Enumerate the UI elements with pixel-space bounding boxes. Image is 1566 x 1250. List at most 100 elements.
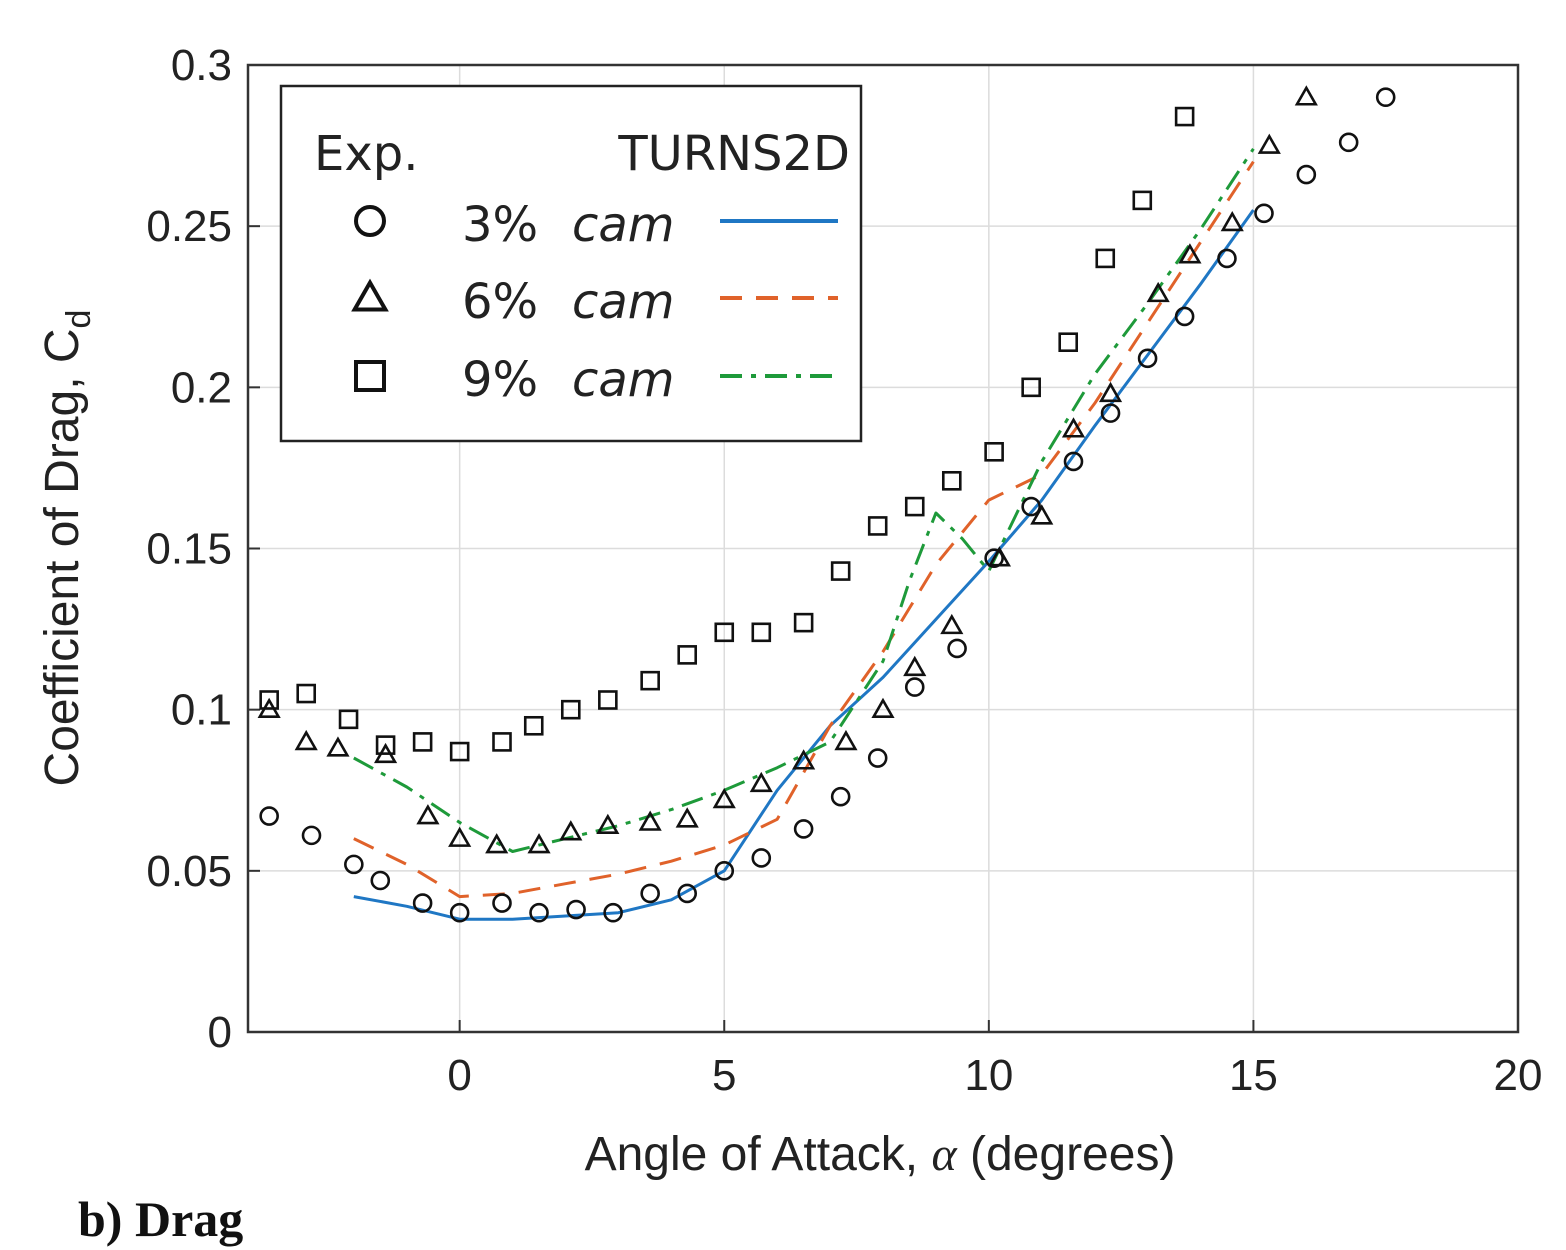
y-axis-label-subscript: d [60, 310, 98, 329]
marker-triangle [1098, 381, 1123, 403]
marker-triangle [834, 729, 858, 751]
marker-triangle [1061, 417, 1086, 438]
y-axis-label-main: Coefficient of Drag, C [36, 328, 89, 786]
marker-circle [412, 893, 433, 913]
marker-triangle [987, 546, 1012, 567]
marker-square [640, 670, 660, 691]
marker-circle [677, 883, 698, 904]
marker-circle [566, 899, 586, 920]
marker-square [412, 732, 433, 752]
marker-circle [1375, 87, 1396, 108]
marker-circle [603, 902, 623, 923]
marker-circle [1137, 348, 1158, 369]
marker-circle [449, 902, 470, 923]
legend-entry-percent: 9% [462, 352, 538, 408]
marker-circle [947, 638, 967, 659]
y-tick-label: 0.25 [146, 202, 232, 251]
legend-entries: 3% cam 6% cam 9% cam [351, 197, 838, 408]
marker-square [354, 360, 386, 392]
figure-caption: b) Drag [78, 1191, 243, 1247]
marker-triangle [749, 771, 773, 793]
marker-triangle [675, 807, 699, 828]
marker-circle [714, 861, 735, 881]
marker-triangle [559, 820, 583, 841]
legend-entry-label: 9% cam [462, 352, 675, 408]
marker-square [259, 690, 279, 710]
legend: Exp. TURNS2D 3% cam 6% cam 9% cam [279, 84, 863, 443]
x-axis-label-symbol: α [931, 1128, 957, 1181]
marker-square [830, 561, 851, 581]
marker-square [751, 622, 772, 643]
marker-square [677, 645, 698, 665]
marker-circle [830, 786, 851, 807]
y-tick-label: 0.3 [171, 41, 232, 90]
y-tick-label: 0 [208, 1008, 232, 1057]
marker-square [1095, 248, 1116, 269]
marker-circle [640, 883, 660, 904]
marker-square [296, 683, 317, 704]
y-tick-label: 0.1 [171, 686, 232, 735]
legend-entry-label: 6% cam [462, 274, 675, 330]
marker-circle [1254, 203, 1274, 224]
marker-circle [1217, 248, 1237, 269]
marker-triangle [1146, 281, 1170, 303]
marker-square [1058, 332, 1079, 353]
marker-triangle [1178, 243, 1202, 264]
marker-square [984, 441, 1004, 462]
marker-square [375, 735, 396, 755]
marker-triangle [712, 787, 736, 809]
marker-circle [492, 893, 512, 913]
marker-circle [751, 848, 772, 868]
marker-square [1132, 190, 1153, 211]
marker-triangle [416, 804, 440, 825]
marker-triangle [638, 810, 662, 831]
legend-entry-percent: 3% [462, 197, 538, 253]
marker-square [714, 622, 735, 643]
marker-triangle [485, 833, 509, 854]
marker-square [449, 741, 470, 762]
legend-entry-word: cam [572, 197, 675, 253]
marker-square [523, 715, 544, 736]
x-tick-label: 15 [1229, 1051, 1278, 1100]
marker-circle [867, 748, 888, 768]
marker-square [598, 690, 618, 710]
marker-triangle [1294, 85, 1318, 106]
x-axis: 0 5 10 15 20 [447, 1020, 1542, 1100]
marker-triangle [351, 278, 389, 312]
marker-circle [1338, 132, 1359, 153]
marker-circle [259, 806, 279, 826]
legend-box [279, 84, 863, 443]
experimental-markers [257, 85, 1396, 923]
marker-square [1021, 377, 1041, 398]
marker-triangle [1257, 133, 1281, 154]
marker-square [338, 709, 359, 730]
y-tick-label: 0.2 [171, 363, 232, 412]
marker-triangle [1030, 504, 1054, 525]
marker-square [941, 471, 962, 491]
legend-header-sim: TURNS2D [617, 126, 850, 182]
marker-square [793, 612, 814, 633]
marker-circle [904, 677, 925, 697]
marker-triangle [294, 729, 318, 751]
legend-entry-word: cam [572, 274, 675, 330]
marker-square [560, 699, 581, 720]
marker-triangle [903, 655, 927, 677]
marker-circle [344, 854, 364, 875]
x-tick-label: 0 [447, 1051, 471, 1100]
marker-square [492, 732, 512, 752]
marker-circle [354, 205, 386, 237]
marker-square [904, 496, 925, 517]
marker-triangle [871, 697, 895, 718]
sim-line-solid [353, 209, 1255, 921]
legend-entry-word: cam [572, 352, 675, 408]
marker-circle [1100, 403, 1121, 423]
marker-triangle [527, 833, 551, 854]
marker-square [867, 516, 888, 536]
marker-triangle [596, 813, 620, 835]
x-tick-label: 5 [712, 1051, 736, 1100]
x-axis-label-suffix: (degrees) [957, 1128, 1176, 1181]
marker-square [1174, 106, 1195, 127]
x-axis-label-prefix: Angle of Attack, [585, 1128, 932, 1181]
marker-circle [1174, 306, 1195, 327]
